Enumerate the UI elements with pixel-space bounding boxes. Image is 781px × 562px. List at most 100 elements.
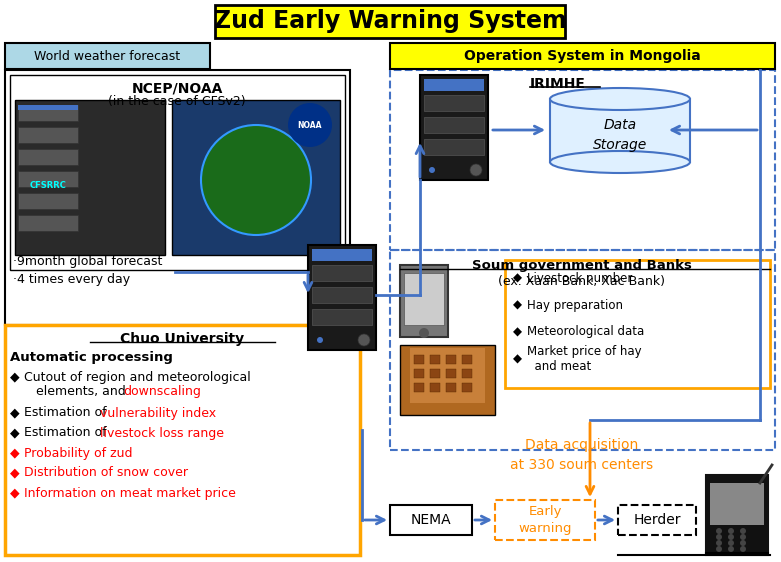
Text: NOAA: NOAA [298, 120, 323, 129]
Text: Meteorological data: Meteorological data [527, 325, 644, 338]
Text: Data acquisition
at 330 soum centers: Data acquisition at 330 soum centers [511, 438, 654, 472]
Circle shape [470, 164, 482, 176]
Bar [410, 348, 485, 403]
Bar [430, 355, 440, 364]
Text: Zud Early Warning System: Zud Early Warning System [214, 9, 566, 33]
Text: ◆: ◆ [10, 370, 20, 383]
Text: Estimation of: Estimation of [24, 406, 111, 419]
Bar [18, 105, 78, 121]
Circle shape [740, 540, 746, 546]
Text: ·9month global forecast: ·9month global forecast [13, 255, 162, 268]
Bar [446, 355, 456, 364]
Circle shape [728, 540, 734, 546]
Bar [505, 260, 770, 388]
Bar [18, 215, 78, 231]
Bar [18, 149, 78, 165]
Text: livestock loss range: livestock loss range [100, 427, 224, 439]
Text: ◆: ◆ [10, 406, 20, 419]
Bar [430, 383, 440, 392]
Bar [414, 383, 424, 392]
Bar [404, 273, 444, 325]
Bar [462, 355, 472, 364]
Text: World weather forecast: World weather forecast [34, 49, 180, 62]
Bar [550, 99, 690, 162]
Circle shape [716, 534, 722, 540]
Bar [424, 139, 484, 155]
Text: vulnerability index: vulnerability index [100, 406, 216, 419]
Text: NCEP/NOAA: NCEP/NOAA [131, 82, 223, 96]
Text: IRIMHE: IRIMHE [530, 77, 586, 91]
Bar [446, 369, 456, 378]
Bar [400, 265, 448, 337]
Circle shape [419, 328, 429, 338]
Text: ◆: ◆ [10, 446, 20, 460]
Circle shape [728, 534, 734, 540]
Bar [18, 171, 78, 187]
Text: Operation System in Mongolia: Operation System in Mongolia [464, 49, 701, 63]
Text: ◆: ◆ [513, 271, 522, 284]
Text: Automatic processing: Automatic processing [10, 351, 173, 364]
Text: Information on meat market price: Information on meat market price [24, 487, 236, 500]
Circle shape [317, 337, 323, 343]
Bar [15, 100, 165, 255]
Bar [462, 383, 472, 392]
Text: Chuo University: Chuo University [120, 332, 244, 346]
Text: ◆: ◆ [10, 427, 20, 439]
Text: (ex. Xaan Bank, Xac Bank): (ex. Xaan Bank, Xac Bank) [498, 274, 665, 288]
Circle shape [740, 534, 746, 540]
Ellipse shape [550, 151, 690, 173]
Circle shape [728, 546, 734, 552]
Bar [706, 475, 768, 555]
Bar [5, 325, 360, 555]
Bar [312, 265, 372, 281]
Text: elements, and: elements, and [24, 384, 130, 397]
Bar [308, 245, 376, 350]
Bar [424, 117, 484, 133]
Circle shape [201, 125, 311, 235]
Text: Early
warning: Early warning [519, 505, 572, 535]
Text: ·4 times every day: ·4 times every day [13, 273, 130, 285]
Bar [5, 70, 350, 325]
Bar [400, 345, 495, 415]
Circle shape [740, 546, 746, 552]
Text: Herder: Herder [633, 513, 681, 527]
Text: ◆: ◆ [10, 466, 20, 479]
Bar [5, 43, 210, 69]
Bar [430, 369, 440, 378]
Text: Estimation of: Estimation of [24, 427, 111, 439]
Bar [18, 193, 78, 209]
Text: ◆: ◆ [513, 298, 522, 311]
Circle shape [716, 528, 722, 534]
Text: Soum government and Banks: Soum government and Banks [472, 260, 692, 273]
Text: CFSRRC: CFSRRC [30, 180, 66, 189]
Circle shape [728, 528, 734, 534]
Text: Distribution of snow cover: Distribution of snow cover [24, 466, 188, 479]
Bar [414, 355, 424, 364]
Bar [312, 309, 372, 325]
Bar [390, 43, 775, 69]
Text: Cutout of region and meteorological: Cutout of region and meteorological [24, 370, 251, 383]
Text: ◆: ◆ [513, 325, 522, 338]
Circle shape [716, 546, 722, 552]
Text: ◆: ◆ [10, 487, 20, 500]
Circle shape [358, 334, 370, 346]
Bar [618, 505, 696, 535]
Circle shape [740, 528, 746, 534]
Bar [424, 95, 484, 111]
Bar [710, 483, 764, 525]
Bar [172, 100, 340, 255]
Text: NEMA: NEMA [411, 513, 451, 527]
Text: Hay preparation: Hay preparation [527, 298, 623, 311]
Bar [390, 505, 472, 535]
Circle shape [716, 540, 722, 546]
Bar [312, 249, 372, 261]
Bar [18, 127, 78, 143]
Text: Market price of hay
  and meat: Market price of hay and meat [527, 345, 642, 374]
Text: Livestock number: Livestock number [527, 271, 633, 284]
Ellipse shape [550, 88, 690, 110]
Text: ◆: ◆ [513, 352, 522, 365]
Bar [18, 105, 78, 110]
Bar [495, 500, 595, 540]
Bar [446, 383, 456, 392]
Bar [424, 79, 484, 91]
